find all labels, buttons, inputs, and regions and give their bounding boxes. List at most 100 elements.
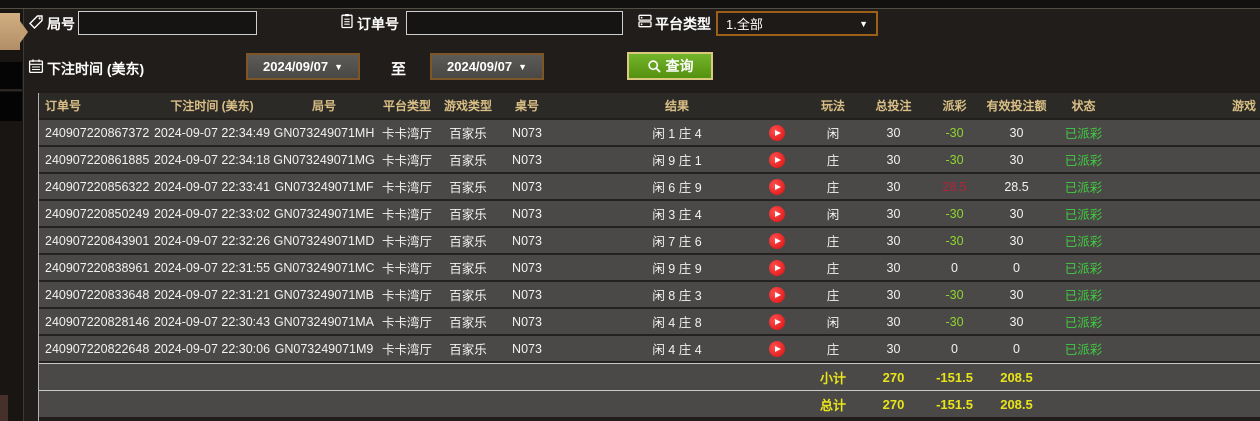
sidebar-tab-2[interactable] [0,62,22,91]
platform-select[interactable]: 1.全部 ▼ [716,11,878,36]
date-from-select[interactable]: 2024/09/07 ▼ [246,53,360,80]
cell-empty [1048,364,1119,390]
play-icon[interactable] [769,286,785,303]
cell-table_no: N073 [512,152,542,167]
col-header-play: 玩法 [820,99,845,113]
cell-order_no: 240907220856322 [45,179,150,194]
result-text: 闲 7 庄 6 [652,235,702,249]
cell-empty [439,364,497,390]
cell-bet_time: 2024-09-07 22:33:41 [153,179,271,194]
cell-round_no: GN073249071MF [274,179,374,194]
cell-order_no: 240907220843901 [45,233,150,248]
left-tab-strip [0,9,24,421]
date-from-value: 2024/09/07 [263,59,329,74]
cell-platform: 卡卡湾厅 [381,208,432,222]
play-triangle [775,156,781,163]
cell-extra [1119,228,1260,253]
col-header-total_bet: 总投注 [875,99,912,113]
cell-extra [1119,201,1260,226]
cell-status: 已派彩 [1064,181,1103,195]
cell-total_bet: 30 [886,125,901,140]
play-icon[interactable] [769,151,785,168]
cell-bet_time: 2024-09-07 22:34:18 [153,152,271,167]
cell-total_bet: 30 [886,260,901,275]
cell-total_bet: 30 [886,341,901,356]
order-label: 订单号 [357,16,399,32]
play-icon[interactable] [769,313,785,330]
col-header-platform: 平台类型 [382,99,431,113]
cell-valid_bet: 30 [1009,233,1024,248]
sidebar-tab-active[interactable] [0,13,20,50]
cell-table_no: N073 [512,314,542,329]
cell-empty [151,364,273,390]
cell-empty [1119,364,1260,390]
cell-game_type: 百家乐 [449,289,487,303]
total-row: 总计 270 -151.5 208.5 [39,390,1260,417]
date-to-value: 2024/09/07 [447,59,513,74]
cell-valid_bet: 0 [1013,341,1020,356]
cell-payout: -30 [945,152,964,167]
cell-result: 闲 1 庄 4 [557,120,803,145]
cell-play: 庄 [826,343,840,357]
result-text: 闲 8 庄 3 [652,289,702,303]
cell-platform: 卡卡湾厅 [381,289,432,303]
cell-play: 庄 [826,235,840,249]
cell-empty [497,391,557,417]
play-icon[interactable] [769,340,785,357]
window-top-edge [0,0,1260,9]
cell-order_no: 240907220867372 [45,125,150,140]
cell-bet_time: 2024-09-07 22:30:43 [153,314,271,329]
cell-bet_time: 2024-09-07 22:30:06 [153,341,271,356]
cell-total_bet: 30 [886,206,901,221]
table-row: 240907220867372 2024-09-07 22:34:49 GN0732… [39,120,1260,147]
play-triangle [775,345,781,352]
table-row: 240907220856322 2024-09-07 22:33:41 GN0732… [39,174,1260,201]
cell-total_bet: 30 [886,233,901,248]
cell-bet_time: 2024-09-07 22:31:55 [153,260,271,275]
cell-empty [39,364,151,390]
order-input[interactable] [406,11,623,35]
clipboard-icon [339,13,355,29]
cell-result: 闲 9 庄 9 [557,255,803,280]
play-triangle [775,318,781,325]
bet-time-filter-label: 下注时间 (美东) [47,61,145,77]
play-icon[interactable] [769,178,785,195]
play-icon[interactable] [769,232,785,249]
chevron-down-icon: ▼ [518,61,527,72]
cell-result: 闲 7 庄 6 [557,228,803,253]
cell-platform: 卡卡湾厅 [381,262,432,276]
play-icon[interactable] [769,205,785,222]
sidebar-bottom-accent [0,395,8,421]
table-body: 240907220867372 2024-09-07 22:34:49 GN0732… [39,120,1260,363]
col-header-bet_time: 下注时间 (美东) [170,99,254,113]
cell-table_no: N073 [512,260,542,275]
cell-table_no: N073 [512,125,542,140]
date-to-select[interactable]: 2024/09/07 ▼ [430,53,544,80]
col-header-round_no: 局号 [311,99,336,113]
table-row: 240907220843901 2024-09-07 22:32:26 GN0732… [39,228,1260,255]
cell-empty [375,391,439,417]
cell-valid_bet: 30 [1009,206,1024,221]
play-triangle [775,237,781,244]
subtotal-total_bet: 270 [882,369,905,385]
table-header-row: 订单号 下注时间 (美东) 局号 平台类型 游戏类型 桌号 结果 玩法 总投注 派彩 有效投注额 状态… [39,93,1260,120]
query-button[interactable]: 查询 [627,52,713,80]
bet-records-table: 订单号 下注时间 (美东) 局号 平台类型 游戏类型 桌号 结果 玩法 总投注 派彩 有效投注额 状态… [38,93,1260,421]
chevron-down-icon: ▼ [859,18,868,29]
cell-result: 闲 4 庄 8 [557,309,803,334]
sidebar-tab-3[interactable] [0,92,22,121]
cell-game_type: 百家乐 [449,235,487,249]
cell-platform: 卡卡湾厅 [381,181,432,195]
cell-empty [375,364,439,390]
query-button-label: 查询 [665,58,694,74]
cell-round_no: GN073249071MH [273,125,375,140]
cell-result: 闲 6 庄 9 [557,174,803,199]
play-icon[interactable] [769,124,785,141]
cell-round_no: GN073249071MG [273,152,375,167]
cell-round_no: GN073249071MA [273,314,375,329]
round-input[interactable] [78,11,257,35]
cell-empty [1048,391,1119,417]
play-icon[interactable] [769,259,785,276]
cell-bet_time: 2024-09-07 22:33:02 [153,206,271,221]
cell-order_no: 240907220861885 [45,152,150,167]
